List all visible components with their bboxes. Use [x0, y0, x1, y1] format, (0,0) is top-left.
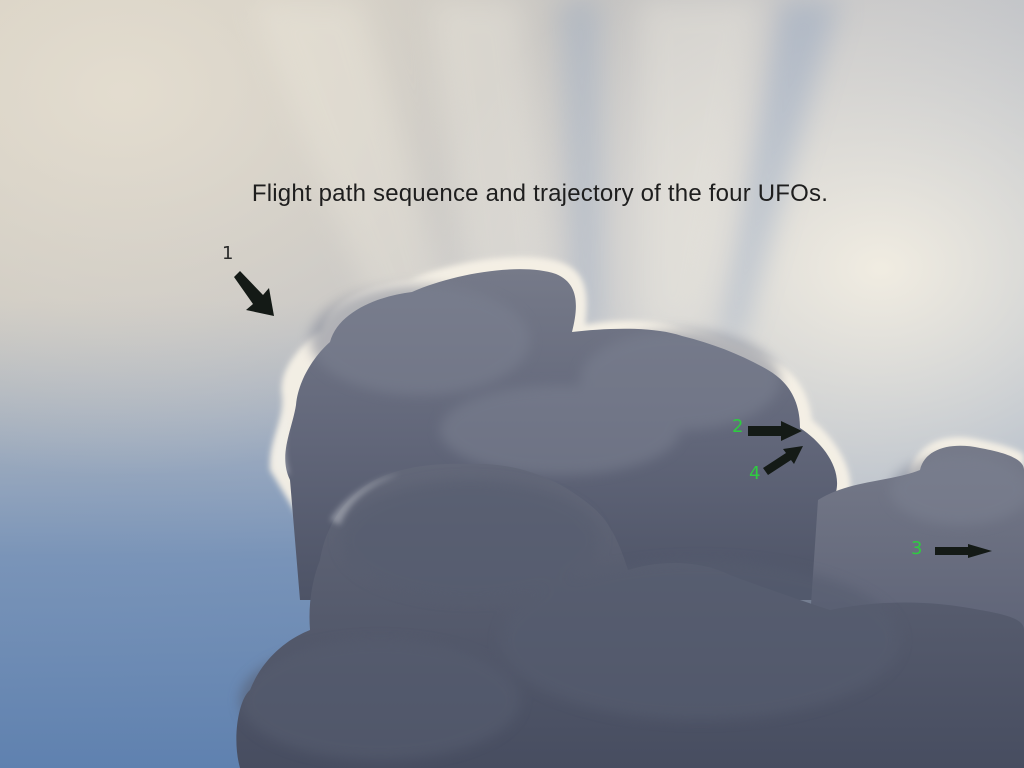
marker-label-2: 2 [732, 416, 744, 437]
photo-caption: Flight path sequence and trajectory of t… [251, 180, 829, 207]
marker-label-1: 1 [222, 243, 234, 264]
arrow-1-icon [234, 271, 274, 316]
arrow-4-icon [763, 446, 803, 475]
marker-label-4: 4 [749, 463, 761, 484]
arrow-3-icon [935, 544, 992, 558]
marker-label-3: 3 [911, 538, 923, 559]
arrow-2-icon [748, 421, 802, 441]
